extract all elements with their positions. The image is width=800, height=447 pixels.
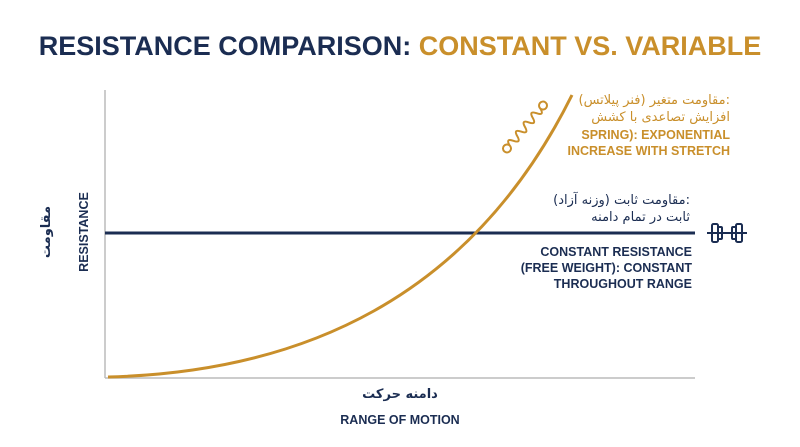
variable-label-en: SPRING): EXPONENTIAL — [581, 128, 730, 142]
constant-label-fa: ثابت در تمام دامنه — [591, 210, 690, 225]
spring-icon — [502, 100, 548, 154]
dumbbell-icon — [707, 223, 747, 243]
variable-label-en: INCREASE WITH STRETCH — [568, 144, 731, 158]
title-part: CONSTANT VS. VARIABLE — [419, 31, 762, 61]
variable-label-fa: مقاومت متغیر (فنر پیلاتس): — [579, 93, 731, 108]
x-label-en: RANGE OF MOTION — [340, 413, 459, 427]
variable-curve — [107, 94, 574, 379]
title-part: RESISTANCE COMPARISON: — [39, 31, 419, 61]
constant-label-en: (FREE WEIGHT): CONSTANT — [521, 261, 693, 275]
constant-label-fa: مقاومت ثابت (وزنه آزاد): — [553, 191, 690, 208]
constant-label-en: THROUGHOUT RANGE — [554, 277, 692, 291]
x-label-fa: دامنه حرکت — [362, 387, 438, 402]
y-label-fa: مقاومت — [39, 206, 54, 258]
y-label-en: RESISTANCE — [77, 192, 91, 272]
title: RESISTANCE COMPARISON: CONSTANT VS. VARI… — [39, 31, 762, 61]
variable-label-fa: افزایش تصاعدی با کشش — [591, 110, 730, 125]
constant-label-en: CONSTANT RESISTANCE — [540, 245, 692, 259]
